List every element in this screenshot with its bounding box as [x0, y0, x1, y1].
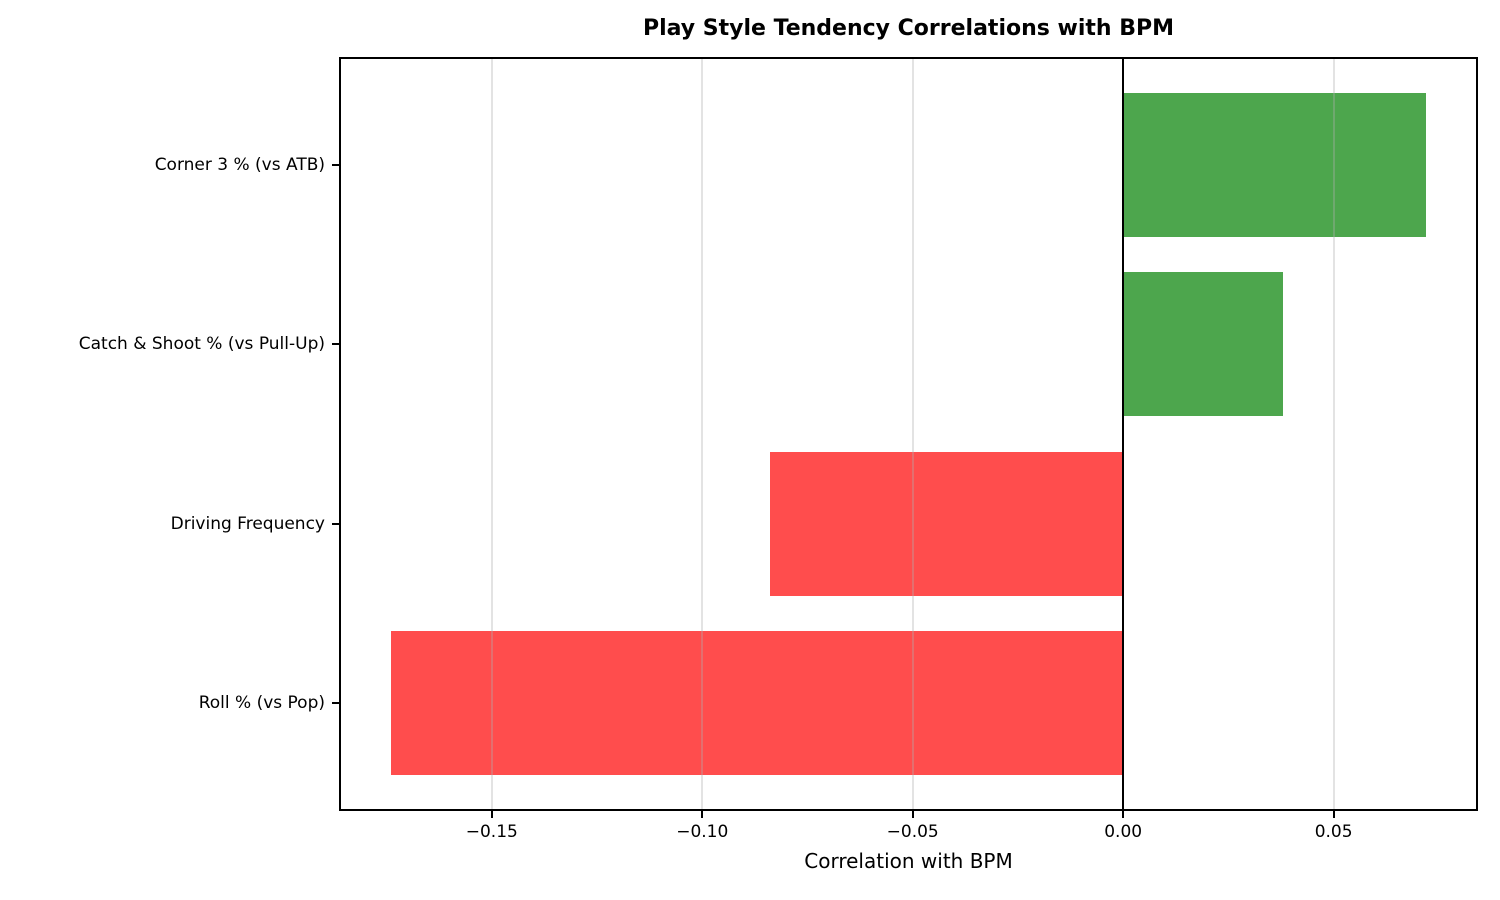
- bar-negative: [769, 451, 1124, 596]
- x-tick-mark: [1122, 811, 1125, 818]
- x-tick-label: 0.05: [1314, 822, 1353, 842]
- x-tick-label: −0.10: [676, 822, 729, 842]
- y-tick-label: Driving Frequency: [170, 513, 325, 534]
- x-tick-label: −0.15: [465, 822, 518, 842]
- y-tick-mark: [332, 522, 339, 525]
- y-tick-label: Catch & Shoot % (vs Pull-Up): [78, 334, 325, 355]
- x-tick-mark: [701, 811, 704, 818]
- x-axis-label: Correlation with BPM: [804, 849, 1013, 873]
- x-tick-mark: [911, 811, 914, 818]
- x-tick-mark: [490, 811, 493, 818]
- chart-title: Play Style Tendency Correlations with BP…: [642, 16, 1175, 41]
- y-tick-mark: [332, 163, 339, 166]
- bar-negative: [390, 631, 1124, 776]
- plot-area: −0.15 −0.10 −0.05 0.00 0.05 Corner 3 % (vs AT…: [79, 57, 1478, 842]
- zero-line: [1122, 57, 1125, 811]
- y-tick-label: Roll % (vs Pop): [198, 693, 325, 714]
- y-tick-label: Corner 3 % (vs ATB): [154, 154, 325, 175]
- bar-positive: [1123, 272, 1284, 417]
- gridline: [1332, 57, 1335, 811]
- bar-positive: [1123, 92, 1427, 237]
- y-tick-mark: [332, 702, 339, 705]
- gridline: [701, 57, 704, 811]
- x-tick-label: 0.00: [1104, 822, 1143, 842]
- gridline: [490, 57, 493, 811]
- y-tick-mark: [332, 343, 339, 346]
- x-tick-mark: [1332, 811, 1335, 818]
- gridline: [911, 57, 914, 811]
- x-tick-label: −0.05: [886, 822, 939, 842]
